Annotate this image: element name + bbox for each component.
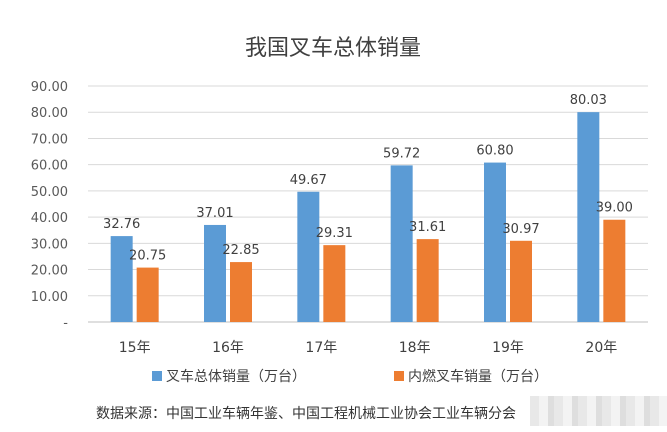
y-tick-label: 20.00 bbox=[31, 264, 68, 279]
x-tick-label: 18年 bbox=[399, 340, 431, 356]
x-tick-label: 20年 bbox=[585, 340, 617, 356]
legend-swatch-total bbox=[152, 371, 162, 381]
data-label-total: 80.03 bbox=[570, 93, 607, 108]
y-tick-label: 40.00 bbox=[31, 211, 68, 226]
bar-ic-forklift-sales bbox=[136, 267, 159, 322]
x-tick-label: 15年 bbox=[119, 340, 151, 356]
bar-ic-forklift-sales bbox=[603, 219, 626, 322]
x-tick-label: 16年 bbox=[212, 340, 244, 356]
bar-total-sales bbox=[390, 165, 413, 322]
y-tick-label: 50.00 bbox=[31, 185, 68, 200]
data-label-ic: 29.31 bbox=[316, 226, 353, 241]
data-label-total: 37.01 bbox=[196, 206, 233, 221]
data-label-ic: 31.61 bbox=[409, 220, 446, 235]
legend-swatch-ic bbox=[394, 371, 404, 381]
bar-ic-forklift-sales bbox=[323, 245, 346, 322]
y-tick-label: 10.00 bbox=[31, 290, 68, 305]
source-note: 数据来源：中国工业车辆年鉴、中国工程机械工业协会工业车辆分会 bbox=[96, 406, 516, 422]
bar-total-sales bbox=[484, 162, 506, 322]
data-label-total: 49.67 bbox=[290, 173, 327, 188]
x-tick-label: 17年 bbox=[305, 340, 337, 356]
data-label-ic: 39.00 bbox=[596, 201, 633, 216]
data-label-ic: 30.97 bbox=[502, 222, 539, 237]
data-label-ic: 20.75 bbox=[129, 249, 166, 264]
data-label-ic: 22.85 bbox=[222, 243, 259, 258]
x-tick-label: 19年 bbox=[492, 340, 524, 356]
bar-total-sales bbox=[577, 112, 600, 322]
bar-ic-forklift-sales bbox=[510, 240, 532, 322]
y-tick-label: - bbox=[63, 316, 68, 331]
y-tick-label: 30.00 bbox=[31, 237, 68, 252]
bar-ic-forklift-sales bbox=[416, 239, 439, 322]
data-label-total: 59.72 bbox=[383, 146, 420, 161]
data-label-total: 32.76 bbox=[103, 217, 140, 232]
bar-ic-forklift-sales bbox=[230, 262, 252, 322]
data-label-total: 60.80 bbox=[476, 144, 513, 159]
y-tick-label: 80.00 bbox=[31, 106, 68, 121]
y-tick-label: 70.00 bbox=[31, 132, 68, 147]
chart-title: 我国叉车总体销量 bbox=[245, 36, 421, 61]
legend-label-ic: 内燃叉车销量（万台） bbox=[408, 368, 548, 385]
bar-total-sales bbox=[204, 224, 226, 322]
legend-label-total: 叉车总体销量（万台） bbox=[166, 368, 306, 385]
bar-total-sales bbox=[297, 191, 320, 322]
watermark-blur bbox=[530, 396, 667, 426]
bar-total-sales bbox=[110, 236, 133, 322]
y-tick-label: 90.00 bbox=[31, 80, 68, 95]
y-tick-label: 60.00 bbox=[31, 159, 68, 174]
